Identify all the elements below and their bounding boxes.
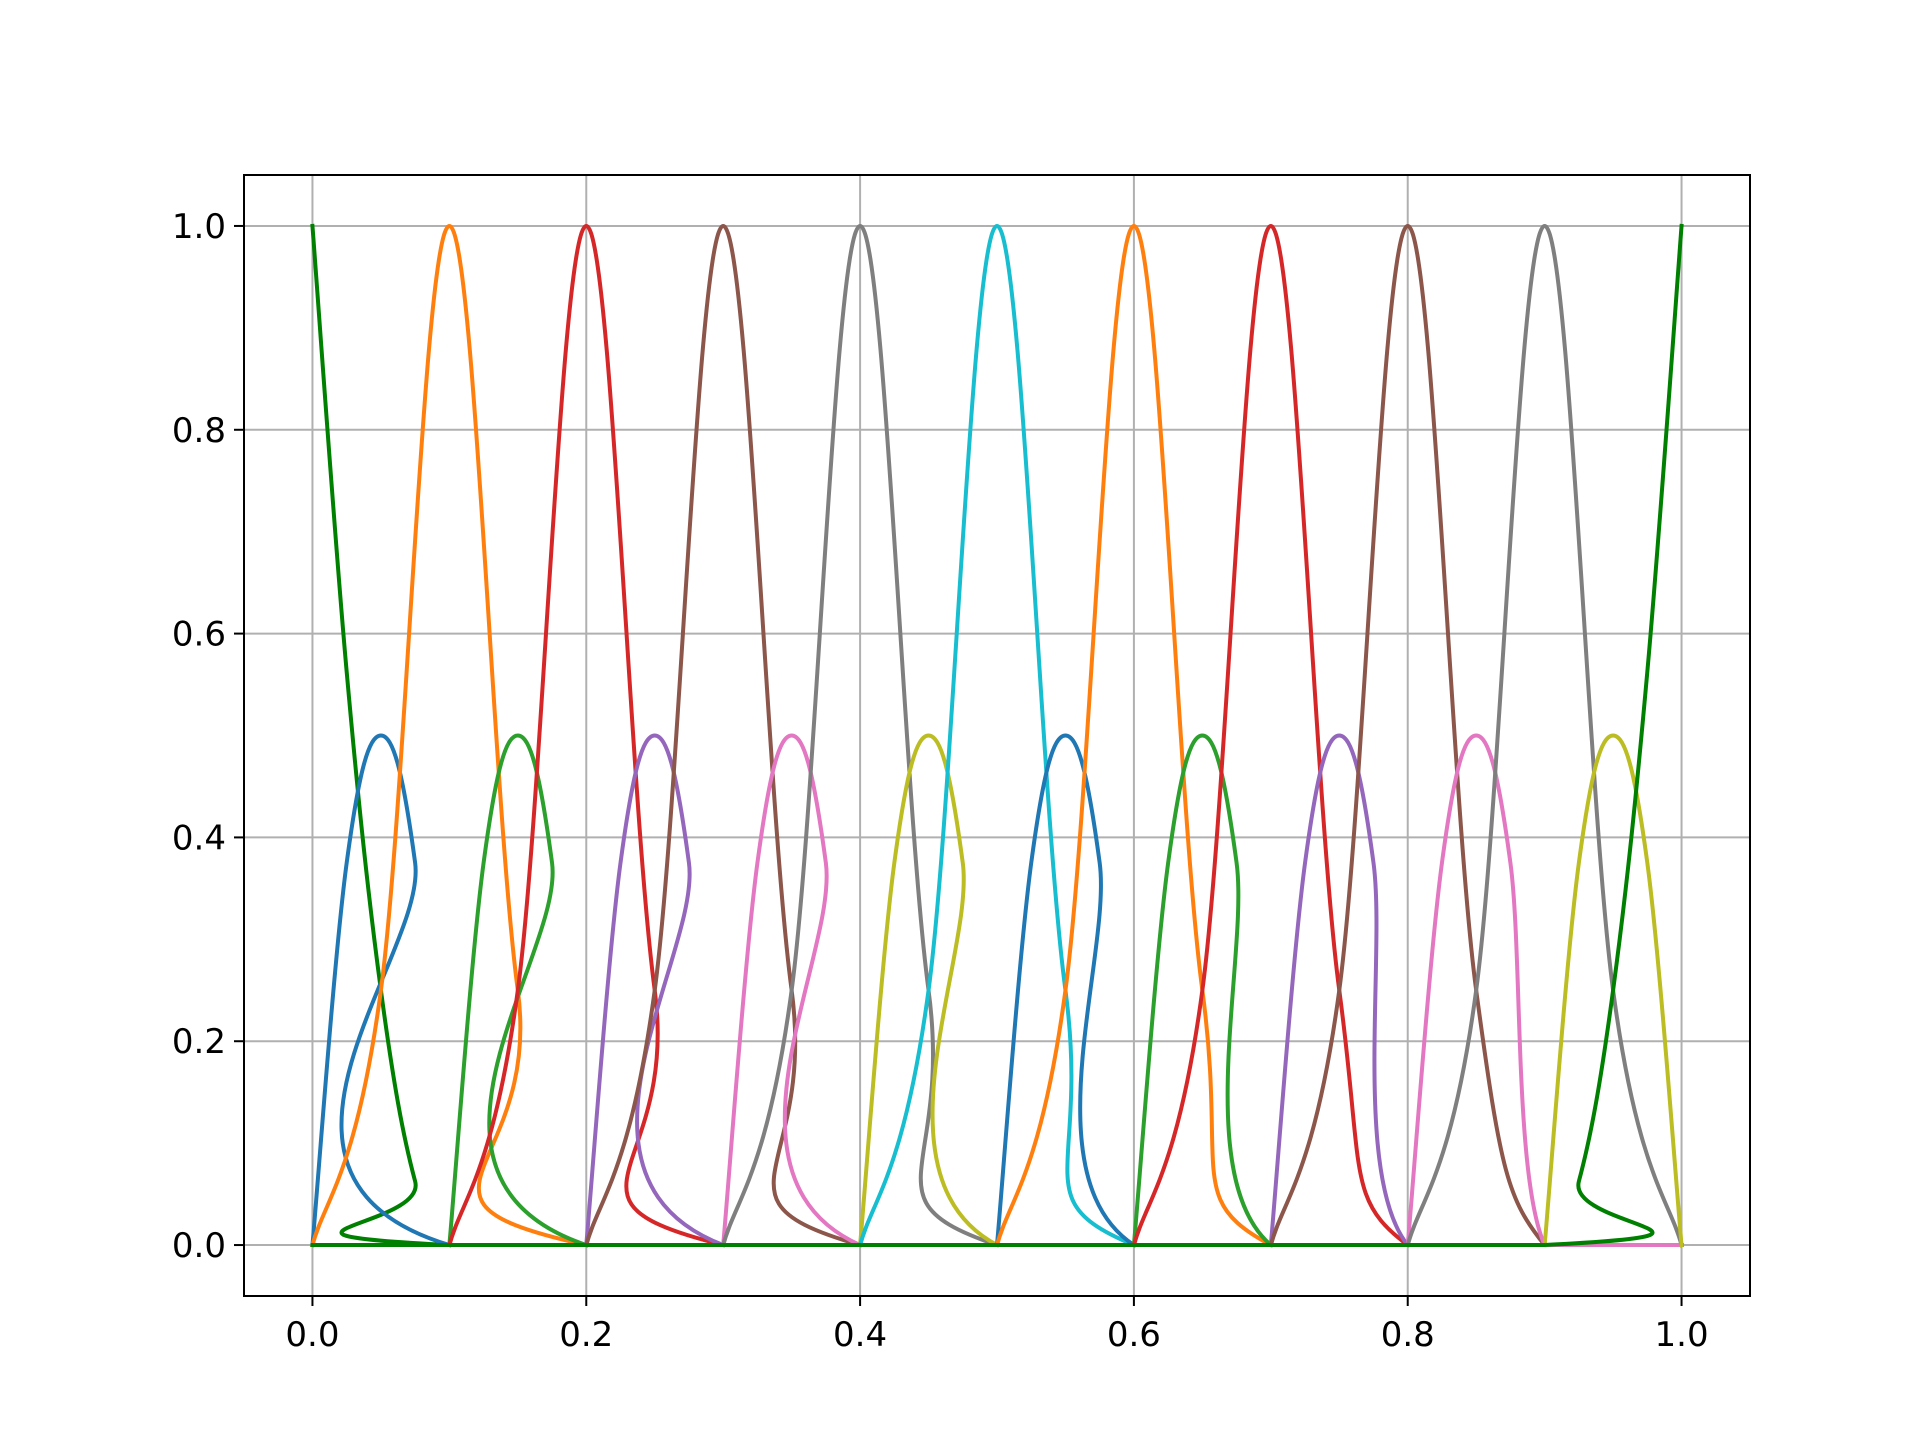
y-tick-label-3: 0.6 bbox=[172, 615, 226, 655]
x-tick-label-4: 0.8 bbox=[1381, 1315, 1435, 1355]
series-line-9 bbox=[857, 733, 1684, 1248]
plot-frame bbox=[243, 174, 1751, 1297]
series-line-2 bbox=[309, 223, 1684, 1248]
series-line-12 bbox=[994, 223, 1684, 1248]
x-tick-label-1: 0.2 bbox=[559, 1315, 613, 1355]
series-line-17 bbox=[1405, 733, 1684, 1248]
series-line-11 bbox=[994, 733, 1684, 1248]
data-series bbox=[309, 223, 1685, 1248]
x-tick-label-0: 0.0 bbox=[285, 1315, 339, 1355]
y-tick-label-2: 0.4 bbox=[172, 818, 226, 858]
series-line-15 bbox=[1268, 733, 1684, 1248]
series-line-19 bbox=[1542, 733, 1684, 1248]
series-line-13 bbox=[1131, 733, 1684, 1248]
y-tick-label-5: 1.0 bbox=[172, 207, 226, 247]
series-line-3 bbox=[447, 733, 1684, 1248]
series-line-18 bbox=[1405, 223, 1685, 1248]
x-tick-label-3: 0.6 bbox=[1107, 1315, 1161, 1355]
series-line-10 bbox=[857, 223, 1684, 1248]
series-line-16 bbox=[1268, 223, 1684, 1248]
axis-ticks: 0.0 0.2 0.4 0.6 0.8 1.0 0.0 0.2 0.4 0.6 0.8 1.0 bbox=[172, 207, 1709, 1355]
series-line-7 bbox=[721, 733, 1684, 1248]
grid-lines bbox=[244, 175, 1750, 1296]
y-tick-label-4: 0.8 bbox=[172, 411, 226, 451]
series-line-20 bbox=[310, 223, 1684, 1248]
series-line-8 bbox=[720, 223, 1684, 1248]
series-line-6 bbox=[583, 223, 1684, 1248]
series-line-1 bbox=[310, 733, 1684, 1248]
series-line-14 bbox=[1131, 223, 1684, 1248]
y-tick-label-1: 0.2 bbox=[172, 1022, 226, 1062]
y-tick-label-0: 0.0 bbox=[172, 1226, 226, 1266]
x-tick-label-2: 0.4 bbox=[833, 1315, 887, 1355]
series-line-4 bbox=[446, 223, 1684, 1248]
x-tick-label-5: 1.0 bbox=[1655, 1315, 1709, 1355]
